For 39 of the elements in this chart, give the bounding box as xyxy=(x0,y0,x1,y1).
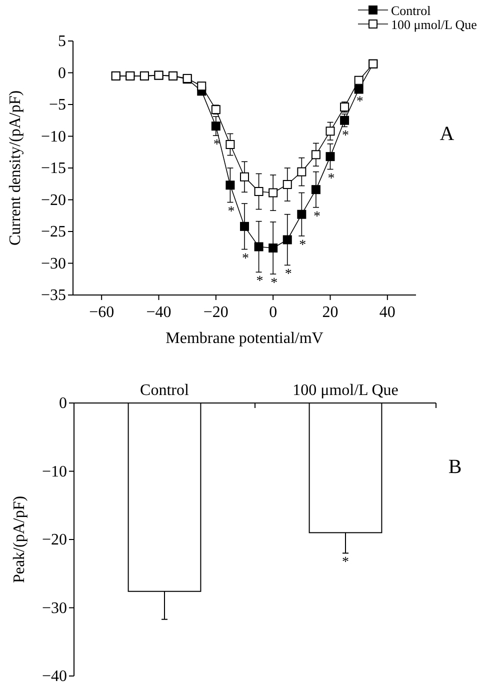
x-tick-label: 40 xyxy=(379,304,396,321)
y-axis-title: Current density/(pA/pF) xyxy=(7,90,24,246)
y-tick-label: −20 xyxy=(40,192,66,209)
y-tick-label: −10 xyxy=(42,463,67,480)
x-axis-title: Membrane potential/mV xyxy=(166,330,324,347)
x-tick-label: −40 xyxy=(146,304,172,321)
y-tick-label: −35 xyxy=(40,287,66,304)
x-tick-label: −20 xyxy=(203,304,228,321)
annotation: * xyxy=(328,171,335,186)
annotation: * xyxy=(284,267,292,282)
y-tick-label: −40 xyxy=(42,668,67,682)
y-tick-label: 0 xyxy=(59,395,67,412)
annotation: * xyxy=(356,94,364,110)
x-tick-label: 0 xyxy=(269,304,278,321)
annotation: * xyxy=(228,204,235,220)
y-tick-label: −30 xyxy=(40,255,66,272)
y-tick-label: 5 xyxy=(58,33,66,50)
y-tick-label: −20 xyxy=(42,532,67,548)
legend-label: Control xyxy=(391,3,432,18)
annotation: * xyxy=(242,251,249,266)
x-tick-label: −60 xyxy=(89,304,114,321)
annotation: * xyxy=(299,238,306,253)
legend-label: 100 μmol/L Que xyxy=(391,17,478,32)
annotation: * xyxy=(342,555,349,570)
x-tick-label: 20 xyxy=(322,304,338,321)
y-axis-title: Peak/(pA/pF) xyxy=(11,496,28,584)
y-tick-label: −15 xyxy=(40,160,66,177)
y-tick-label: −30 xyxy=(42,600,67,617)
annotation: * xyxy=(270,276,278,292)
annotation: * xyxy=(256,274,264,290)
annotation: * xyxy=(342,128,350,144)
y-tick-label: −25 xyxy=(40,224,66,240)
annotation: * xyxy=(213,138,220,153)
y-tick-label: −10 xyxy=(40,128,66,146)
text: B xyxy=(448,456,462,478)
annotation: * xyxy=(313,209,320,224)
text: A xyxy=(440,123,455,145)
y-tick-label: −5 xyxy=(48,96,66,114)
y-tick-label: 0 xyxy=(58,64,66,82)
